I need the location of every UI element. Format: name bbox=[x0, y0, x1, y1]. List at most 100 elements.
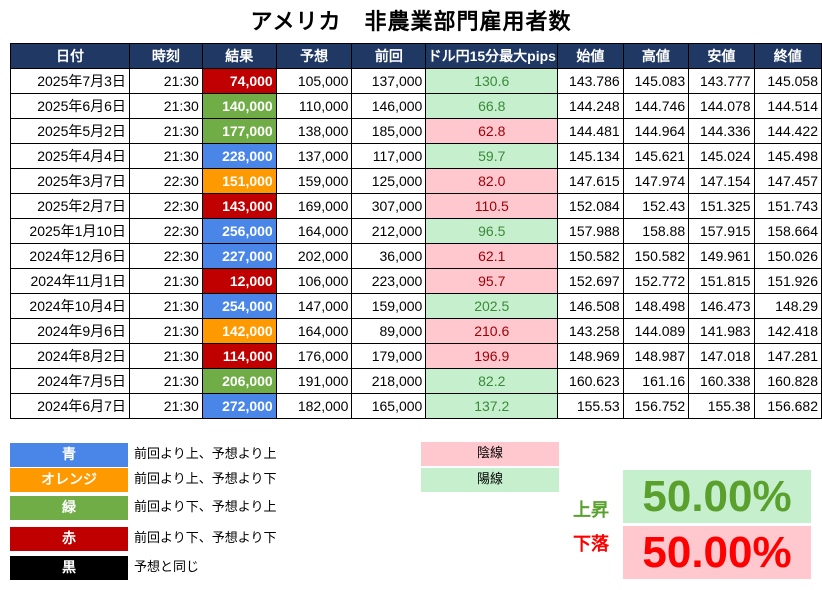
legend-desc-red: 前回より下、予想より下 bbox=[134, 531, 277, 546]
legend-swatch-red: 赤 bbox=[10, 527, 128, 551]
high-cell: 145.621 bbox=[622, 143, 690, 169]
table-row: 2024年11月1日 21:30 12,000 106,000 223,000 95.7 1… bbox=[10, 268, 822, 294]
header-forecast[interactable]: 予想 bbox=[275, 43, 353, 69]
close-cell: 156.682 bbox=[753, 393, 822, 419]
bearish-legend: 陰線 bbox=[421, 442, 559, 466]
previous-cell: 137,000 bbox=[351, 68, 427, 94]
table-row: 2025年6月6日 21:30 140,000 110,000 146,000 66.8 1… bbox=[10, 93, 822, 119]
low-cell: 147.018 bbox=[688, 343, 755, 369]
header-low[interactable]: 安値 bbox=[688, 43, 755, 69]
high-cell: 150.582 bbox=[622, 243, 690, 269]
open-cell: 144.481 bbox=[557, 118, 624, 144]
close-cell: 151.926 bbox=[753, 268, 822, 294]
pips-cell: 130.6 bbox=[425, 68, 559, 94]
high-cell: 148.987 bbox=[622, 343, 690, 369]
pips-cell: 82.2 bbox=[425, 368, 559, 394]
header-date[interactable]: 日付 bbox=[10, 43, 130, 69]
open-cell: 145.134 bbox=[557, 143, 624, 169]
low-cell: 143.777 bbox=[688, 68, 755, 94]
high-cell: 145.083 bbox=[622, 68, 690, 94]
previous-cell: 117,000 bbox=[351, 143, 427, 169]
table-row: 2025年1月10日 22:30 256,000 164,000 212,000 96.5… bbox=[10, 218, 822, 244]
date-cell: 2025年1月10日 bbox=[10, 218, 130, 244]
low-cell: 144.336 bbox=[688, 118, 755, 144]
previous-cell: 223,000 bbox=[351, 268, 427, 294]
close-cell: 144.422 bbox=[753, 118, 822, 144]
time-cell: 21:30 bbox=[128, 93, 203, 119]
low-cell: 146.473 bbox=[688, 293, 755, 319]
result-cell: 177,000 bbox=[201, 118, 277, 144]
table-row: 2025年7月3日 21:30 74,000 105,000 137,000 130.6 1… bbox=[10, 68, 822, 94]
close-cell: 147.457 bbox=[753, 168, 822, 194]
header-previous[interactable]: 前回 bbox=[351, 43, 427, 69]
fall-label: 下落 bbox=[573, 534, 609, 555]
header-high[interactable]: 高値 bbox=[622, 43, 690, 69]
open-cell: 152.084 bbox=[557, 193, 624, 219]
close-cell: 148.29 bbox=[753, 293, 822, 319]
forecast-cell: 164,000 bbox=[275, 218, 353, 244]
time-cell: 21:30 bbox=[128, 293, 203, 319]
time-cell: 21:30 bbox=[128, 68, 203, 94]
high-cell: 161.16 bbox=[622, 368, 690, 394]
table-row: 2024年12月6日 22:30 227,000 202,000 36,000 62.1 1… bbox=[10, 243, 822, 269]
high-cell: 156.752 bbox=[622, 393, 690, 419]
pips-cell: 66.8 bbox=[425, 93, 559, 119]
low-cell: 141.983 bbox=[688, 318, 755, 344]
legend-swatch-green: 緑 bbox=[10, 496, 128, 520]
pips-cell: 210.6 bbox=[425, 318, 559, 344]
table-row: 2025年3月7日 22:30 151,000 159,000 125,000 82.0 1… bbox=[10, 168, 822, 194]
table-row: 2024年6月7日 21:30 272,000 182,000 165,000 137.2… bbox=[10, 393, 822, 419]
fall-value: 50.00% bbox=[623, 526, 811, 579]
open-cell: 160.623 bbox=[557, 368, 624, 394]
time-cell: 21:30 bbox=[128, 143, 203, 169]
forecast-cell: 147,000 bbox=[275, 293, 353, 319]
high-cell: 152.43 bbox=[622, 193, 690, 219]
previous-cell: 146,000 bbox=[351, 93, 427, 119]
bullish-label: 陽線 bbox=[476, 472, 503, 487]
high-cell: 147.974 bbox=[622, 168, 690, 194]
forecast-cell: 176,000 bbox=[275, 343, 353, 369]
pips-cell: 137.2 bbox=[425, 393, 559, 419]
rise-value: 50.00% bbox=[623, 470, 811, 523]
result-cell: 151,000 bbox=[201, 168, 277, 194]
bullish-legend: 陽線 bbox=[421, 468, 559, 492]
result-cell: 12,000 bbox=[201, 268, 277, 294]
open-cell: 143.786 bbox=[557, 68, 624, 94]
forecast-cell: 202,000 bbox=[275, 243, 353, 269]
forecast-cell: 138,000 bbox=[275, 118, 353, 144]
header-result[interactable]: 結果 bbox=[201, 43, 277, 69]
forecast-cell: 106,000 bbox=[275, 268, 353, 294]
result-cell: 256,000 bbox=[201, 218, 277, 244]
low-cell: 149.961 bbox=[688, 243, 755, 269]
result-cell: 74,000 bbox=[201, 68, 277, 94]
header-close[interactable]: 終値 bbox=[753, 43, 822, 69]
open-cell: 146.508 bbox=[557, 293, 624, 319]
time-cell: 21:30 bbox=[128, 393, 203, 419]
time-cell: 21:30 bbox=[128, 343, 203, 369]
table-row: 2024年9月6日 21:30 142,000 164,000 89,000 210.6 1… bbox=[10, 318, 822, 344]
close-cell: 158.664 bbox=[753, 218, 822, 244]
close-cell: 144.514 bbox=[753, 93, 822, 119]
close-cell: 150.026 bbox=[753, 243, 822, 269]
open-cell: 150.582 bbox=[557, 243, 624, 269]
time-cell: 22:30 bbox=[128, 243, 203, 269]
legend-desc-blue: 前回より上、予想より上 bbox=[134, 447, 277, 462]
pips-cell: 202.5 bbox=[425, 293, 559, 319]
rise-label: 上昇 bbox=[573, 500, 609, 521]
high-cell: 144.746 bbox=[622, 93, 690, 119]
header-time[interactable]: 時刻 bbox=[128, 43, 203, 69]
bearish-label: 陰線 bbox=[476, 446, 503, 461]
forecast-cell: 159,000 bbox=[275, 168, 353, 194]
result-cell: 272,000 bbox=[201, 393, 277, 419]
date-cell: 2024年7月5日 bbox=[10, 368, 130, 394]
open-cell: 144.248 bbox=[557, 93, 624, 119]
header-open[interactable]: 始値 bbox=[557, 43, 624, 69]
result-cell: 227,000 bbox=[201, 243, 277, 269]
open-cell: 147.615 bbox=[557, 168, 624, 194]
date-cell: 2024年12月6日 bbox=[10, 243, 130, 269]
header-pips[interactable]: ドル円15分最大pips bbox=[425, 43, 559, 69]
high-cell: 152.772 bbox=[622, 268, 690, 294]
date-cell: 2025年4月4日 bbox=[10, 143, 130, 169]
high-cell: 144.964 bbox=[622, 118, 690, 144]
forecast-cell: 110,000 bbox=[275, 93, 353, 119]
